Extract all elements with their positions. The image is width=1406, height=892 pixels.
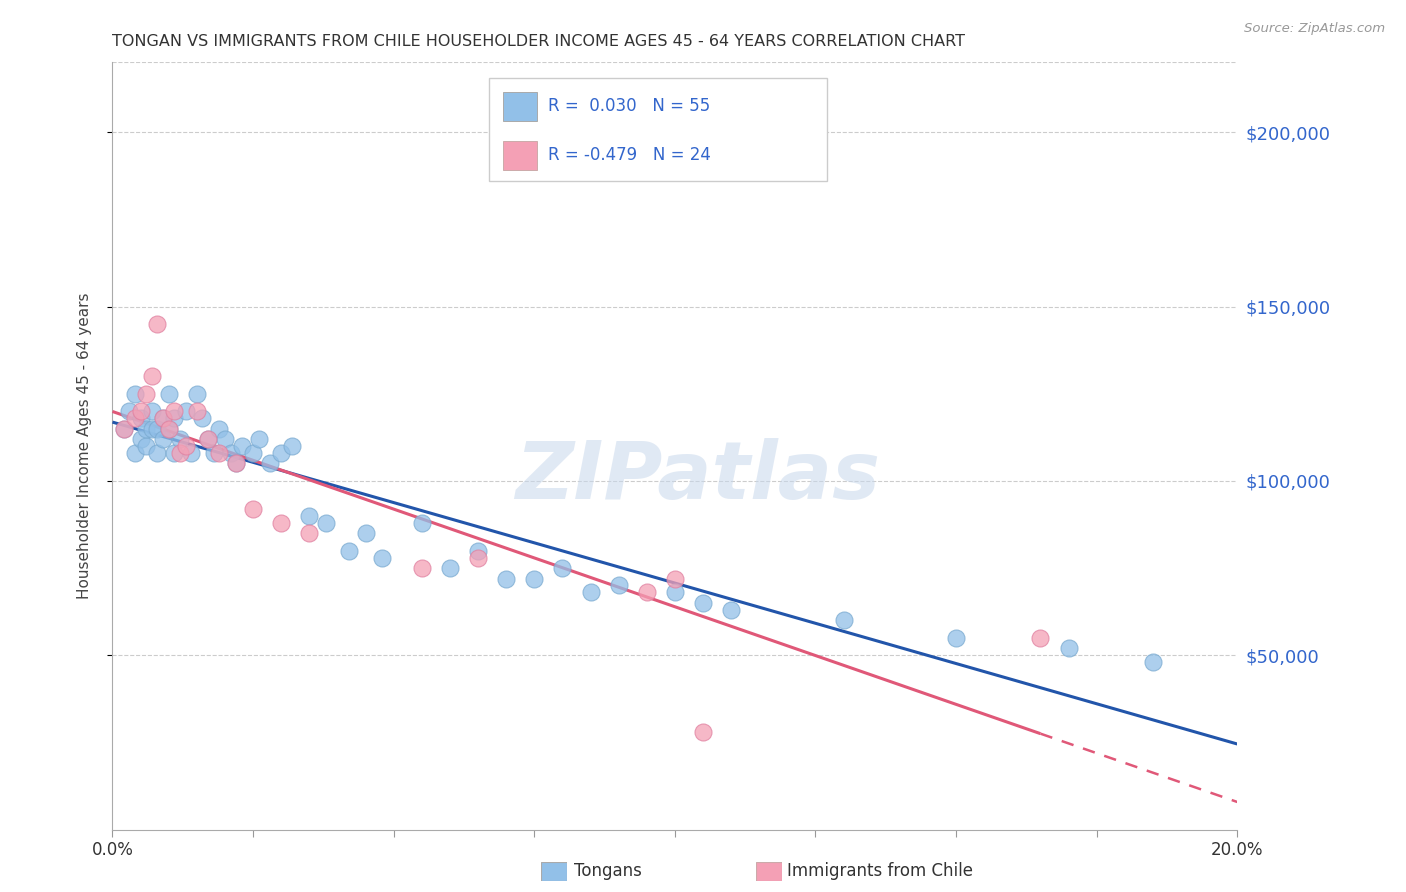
Point (551, 561, 574, 575)
Point (180, 446, 202, 460)
Point (124, 411, 146, 425)
Point (118, 404, 141, 418)
Point (467, 543, 489, 558)
Point (169, 432, 191, 446)
Point (135, 421, 157, 435)
Text: Source: ZipAtlas.com: Source: ZipAtlas.com (1244, 22, 1385, 36)
Point (174, 404, 197, 418)
Point (1142, 655, 1164, 669)
Point (1057, 641, 1080, 656)
Point (945, 631, 967, 645)
FancyBboxPatch shape (503, 92, 537, 120)
Point (720, 603, 742, 617)
Point (247, 432, 270, 446)
Point (152, 432, 174, 446)
Point (371, 550, 394, 565)
Point (298, 508, 321, 523)
Point (270, 446, 292, 460)
Point (337, 543, 360, 558)
Text: Immigrants from Chile: Immigrants from Chile (787, 863, 973, 880)
Point (607, 578, 630, 592)
Point (281, 439, 304, 453)
Text: TONGAN VS IMMIGRANTS FROM CHILE HOUSEHOLDER INCOME AGES 45 - 64 YEARS CORRELATIO: TONGAN VS IMMIGRANTS FROM CHILE HOUSEHOL… (112, 34, 966, 49)
Point (157, 421, 180, 435)
Text: ZIPatlas: ZIPatlas (515, 438, 880, 516)
FancyBboxPatch shape (489, 78, 827, 181)
Point (219, 446, 242, 460)
Point (259, 457, 281, 471)
Point (692, 596, 714, 610)
Point (411, 516, 433, 530)
Point (664, 585, 686, 599)
Point (692, 725, 714, 739)
Point (163, 446, 186, 460)
Point (174, 439, 197, 453)
Point (225, 457, 247, 471)
Point (169, 446, 191, 460)
Point (354, 526, 377, 541)
Point (208, 421, 231, 435)
Point (411, 561, 433, 575)
Point (141, 421, 163, 435)
FancyBboxPatch shape (503, 141, 537, 169)
Point (186, 404, 208, 418)
Text: R = -0.479   N = 24: R = -0.479 N = 24 (548, 146, 710, 164)
Point (270, 516, 292, 530)
Point (214, 432, 236, 446)
Point (1029, 631, 1052, 645)
Point (231, 439, 253, 453)
Point (124, 446, 146, 460)
Point (112, 421, 135, 435)
Point (129, 404, 152, 418)
Y-axis label: Householder Income Ages 45 - 64 years: Householder Income Ages 45 - 64 years (77, 293, 91, 599)
Point (242, 501, 264, 516)
Text: R =  0.030   N = 55: R = 0.030 N = 55 (548, 97, 710, 115)
Point (135, 439, 157, 453)
Point (146, 317, 169, 331)
Point (664, 572, 686, 586)
Point (157, 386, 180, 401)
Point (298, 526, 321, 541)
Point (163, 404, 186, 418)
Point (112, 421, 135, 435)
Point (186, 386, 208, 401)
Point (208, 446, 231, 460)
Point (202, 446, 225, 460)
Point (242, 446, 264, 460)
Point (191, 411, 214, 425)
Point (197, 432, 219, 446)
Text: Tongans: Tongans (574, 863, 641, 880)
Point (439, 561, 461, 575)
Point (129, 411, 152, 425)
Point (141, 369, 163, 384)
Point (152, 411, 174, 425)
Point (523, 572, 546, 586)
Point (129, 432, 152, 446)
Point (135, 386, 157, 401)
Point (146, 446, 169, 460)
Point (141, 404, 163, 418)
Point (152, 411, 174, 425)
Point (157, 421, 180, 435)
Point (197, 432, 219, 446)
Point (636, 585, 658, 599)
Point (163, 411, 186, 425)
Point (832, 613, 855, 627)
Point (495, 572, 517, 586)
Point (146, 421, 169, 435)
Point (315, 516, 337, 530)
Point (467, 550, 489, 565)
Point (124, 386, 146, 401)
Point (579, 585, 602, 599)
Point (225, 457, 247, 471)
